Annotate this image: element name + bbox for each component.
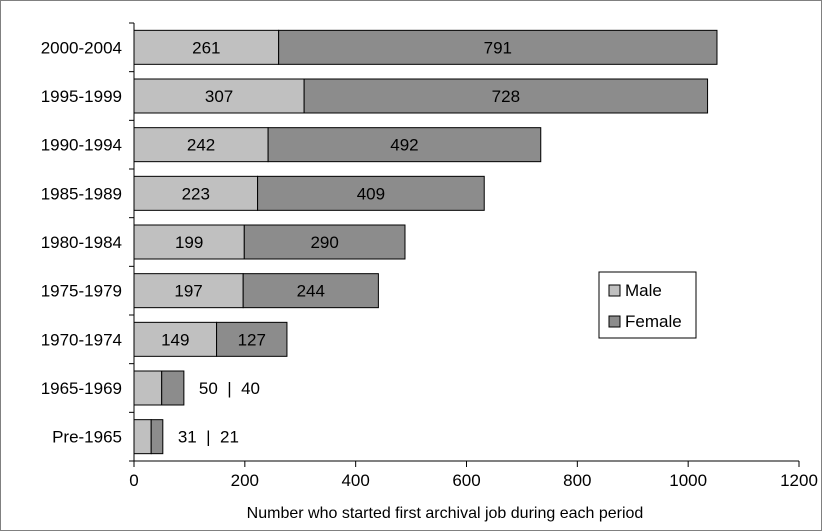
bar-segment-male	[133, 419, 152, 455]
x-axis-tick-label: 600	[452, 471, 480, 490]
bar-segment-male	[133, 273, 244, 309]
data-label: 244	[297, 282, 325, 301]
category-label: 1975-1979	[41, 282, 122, 301]
bar-segment-female	[257, 175, 485, 211]
legend-swatch-male	[608, 284, 621, 297]
data-label: 261	[192, 38, 220, 57]
legend: Male Female	[598, 271, 697, 339]
data-label-outside: 50 | 40	[199, 379, 260, 398]
data-label: 127	[238, 330, 266, 349]
legend-label-female: Female	[625, 312, 682, 331]
bar-segment-male	[133, 29, 280, 65]
category-label: 1995-1999	[41, 87, 122, 106]
bar-segment-female	[278, 29, 718, 65]
bar-segment-female	[161, 370, 185, 406]
bar-segment-male	[133, 224, 245, 260]
bar-segment-male	[133, 175, 259, 211]
bar-segment-male	[133, 370, 163, 406]
category-label: 1980-1984	[41, 233, 122, 252]
x-axis-tick-label: 400	[341, 471, 369, 490]
data-label: 223	[182, 184, 210, 203]
category-label: 1985-1989	[41, 184, 122, 203]
bar-segment-female	[216, 321, 288, 357]
category-label: 1965-1969	[41, 379, 122, 398]
category-label: 1990-1994	[41, 136, 122, 155]
x-axis-tick-label: 0	[129, 471, 138, 490]
data-label: 728	[492, 87, 520, 106]
x-axis-label: Number who started first archival job du…	[247, 505, 644, 522]
category-label: 2000-2004	[41, 38, 122, 57]
data-label: 492	[390, 136, 418, 155]
data-label: 791	[484, 38, 512, 57]
legend-label-male: Male	[625, 281, 662, 300]
data-label: 290	[310, 233, 338, 252]
bar-segment-female	[243, 224, 406, 260]
data-label-outside: 31 | 21	[178, 428, 239, 447]
data-label: 197	[174, 282, 202, 301]
bar-segment-female	[303, 78, 709, 114]
bar-segment-male	[133, 127, 269, 163]
legend-swatch-female	[608, 315, 621, 328]
bar-segment-female	[267, 127, 542, 163]
bar-segment-female	[242, 273, 379, 309]
x-axis-tick-label: 1000	[669, 471, 707, 490]
bar-segment-male	[133, 321, 218, 357]
data-label: 199	[175, 233, 203, 252]
data-label: 409	[357, 184, 385, 203]
data-label: 307	[205, 87, 233, 106]
category-label: 1970-1974	[41, 330, 122, 349]
bar-segment-female	[150, 419, 164, 455]
x-axis-tick-label: 200	[231, 471, 259, 490]
data-label: 242	[187, 136, 215, 155]
category-label: Pre-1965	[52, 428, 122, 447]
data-label: 149	[161, 330, 189, 349]
x-axis-tick-label: 1200	[780, 471, 818, 490]
x-axis-tick-label: 800	[563, 471, 591, 490]
bar-segment-male	[133, 78, 305, 114]
